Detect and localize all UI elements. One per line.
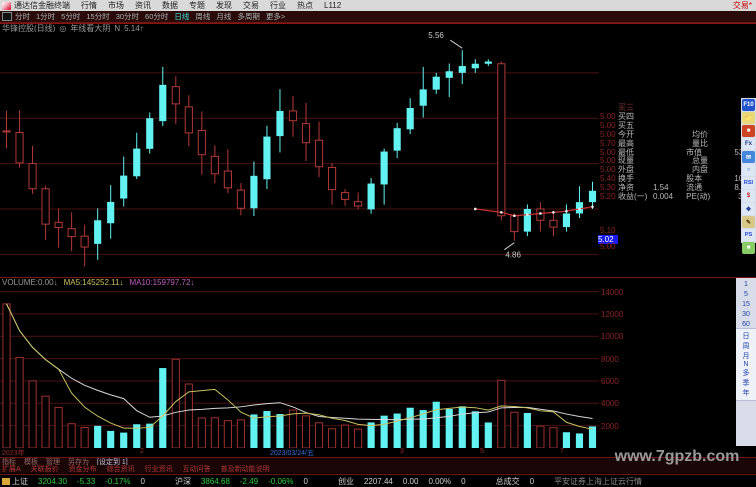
svg-text:4.86: 4.86 [505, 251, 521, 260]
svg-text:5.56: 5.56 [428, 32, 444, 40]
